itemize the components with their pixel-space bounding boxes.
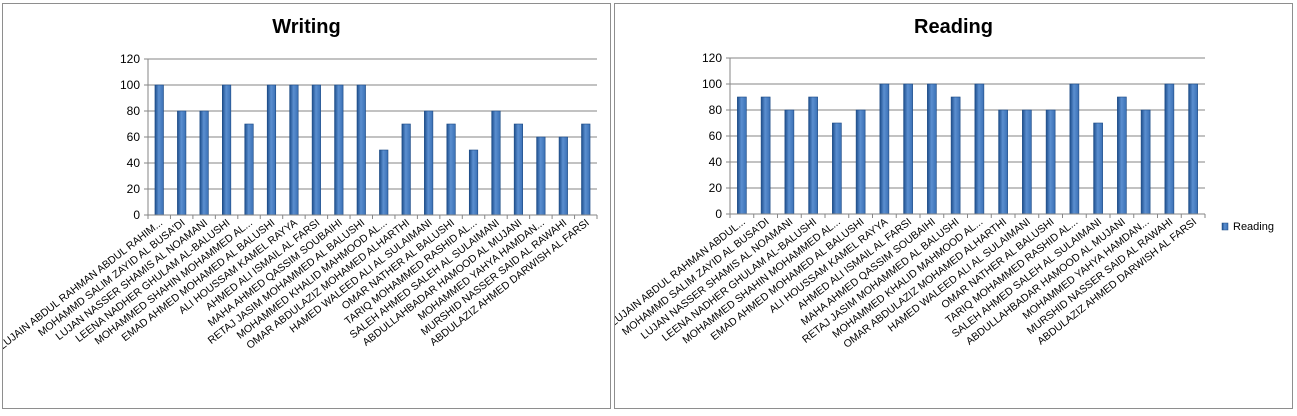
bar — [1164, 83, 1175, 215]
bar — [1188, 83, 1198, 215]
legend-label: Reading — [1233, 221, 1274, 233]
bar — [289, 84, 299, 216]
bar — [581, 123, 591, 216]
bar — [491, 110, 501, 216]
bar — [446, 123, 456, 216]
y-tick-label: 40 — [709, 155, 723, 169]
bar — [177, 110, 187, 216]
bar — [468, 149, 479, 216]
writing-chart-panel: Writing 0 20 40 60 80 100 120 LUJAIN ABDUL RAHM… — [2, 3, 611, 409]
y-tick-label: 20 — [127, 182, 141, 196]
bar — [266, 84, 277, 216]
chart-title: Writing — [272, 16, 341, 38]
y-tick-label: 120 — [120, 52, 140, 66]
y-tick-label: 60 — [127, 130, 141, 144]
bar — [536, 136, 546, 216]
bar — [311, 84, 321, 216]
y-tick-label: 100 — [702, 77, 722, 91]
y-tick-label: 80 — [709, 103, 723, 117]
chart-title: Reading — [914, 16, 993, 38]
bar — [737, 96, 747, 215]
bar — [513, 123, 523, 216]
bar — [903, 83, 913, 215]
bar — [356, 84, 366, 216]
y-tick-label: 80 — [127, 104, 141, 118]
y-tick-label: 0 — [715, 207, 722, 221]
y-tick-label: 100 — [120, 78, 140, 92]
bar — [558, 136, 568, 216]
y-tick-label: 60 — [709, 129, 723, 143]
y-tick-label: 120 — [702, 51, 722, 65]
bar — [154, 84, 164, 216]
bar — [222, 84, 232, 216]
bar — [784, 109, 795, 215]
bar — [832, 122, 842, 215]
bar — [401, 123, 411, 216]
y-tick-label: 20 — [709, 181, 723, 195]
bar — [760, 96, 771, 215]
bar — [879, 83, 890, 215]
bar — [1022, 109, 1032, 215]
bar — [998, 109, 1008, 215]
bar — [974, 83, 985, 215]
bar — [244, 123, 254, 216]
bar — [855, 109, 866, 215]
bar — [1140, 109, 1151, 215]
bar — [950, 96, 961, 215]
bar — [1093, 122, 1103, 215]
bar — [199, 110, 209, 216]
bar — [1069, 83, 1080, 215]
legend-swatch — [1221, 222, 1229, 231]
y-tick-label: 0 — [133, 208, 140, 222]
bar — [334, 84, 344, 216]
y-tick-label: 40 — [127, 156, 141, 170]
bar — [1117, 96, 1127, 215]
bar — [927, 83, 937, 215]
bar — [379, 149, 389, 216]
bar — [1045, 109, 1056, 215]
reading-chart-panel: Reading 0 20 40 60 80 100 120 LUJAIN ABDUL RAHM… — [614, 3, 1293, 409]
bar — [808, 96, 818, 215]
bar — [424, 110, 434, 216]
